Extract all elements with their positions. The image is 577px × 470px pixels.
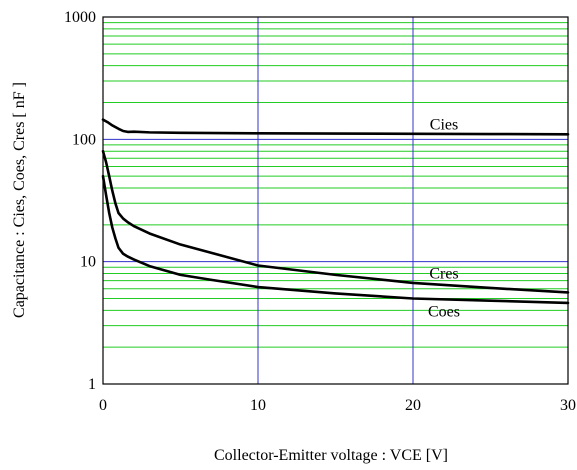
major-grid — [103, 17, 568, 384]
x-tick-label: 10 — [250, 397, 266, 414]
series-label-cres: Cres — [429, 266, 458, 283]
series-label-coes: Coes — [428, 304, 460, 321]
series-labels: Cies Cres Coes — [428, 117, 460, 321]
series-line-coes — [101, 174, 570, 305]
series-lines — [101, 118, 570, 305]
series-label-cies: Cies — [430, 117, 458, 134]
x-axis-title: Collector-Emitter voltage : VCE [V] — [214, 447, 448, 464]
y-axis-ticks: 1 10 100 1000 — [64, 9, 96, 393]
series-line-cres — [101, 149, 570, 294]
x-tick-label: 0 — [99, 397, 107, 414]
x-tick-label: 30 — [560, 397, 576, 414]
y-tick-label: 1 — [88, 376, 96, 393]
y-tick-label: 100 — [72, 131, 96, 148]
minor-grid — [103, 22, 568, 348]
y-tick-label: 1000 — [64, 9, 96, 26]
plot-frame — [102, 16, 569, 385]
y-tick-label: 10 — [80, 254, 96, 271]
y-axis-title: Capacitance : Cies, Coes, Cres [ nF ] — [11, 82, 28, 318]
series-line-cies — [101, 118, 570, 136]
x-axis-ticks: 0 10 20 30 — [99, 397, 576, 414]
x-tick-label: 20 — [405, 397, 421, 414]
